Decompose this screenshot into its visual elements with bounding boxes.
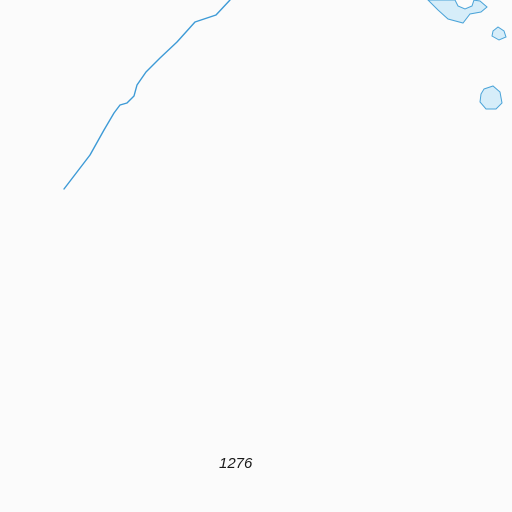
elevation-label: 1276 bbox=[219, 455, 253, 472]
pond-large bbox=[479, 85, 503, 110]
lake-inlet bbox=[454, 0, 475, 10]
pond-small bbox=[491, 26, 507, 41]
river-line bbox=[63, 0, 231, 190]
